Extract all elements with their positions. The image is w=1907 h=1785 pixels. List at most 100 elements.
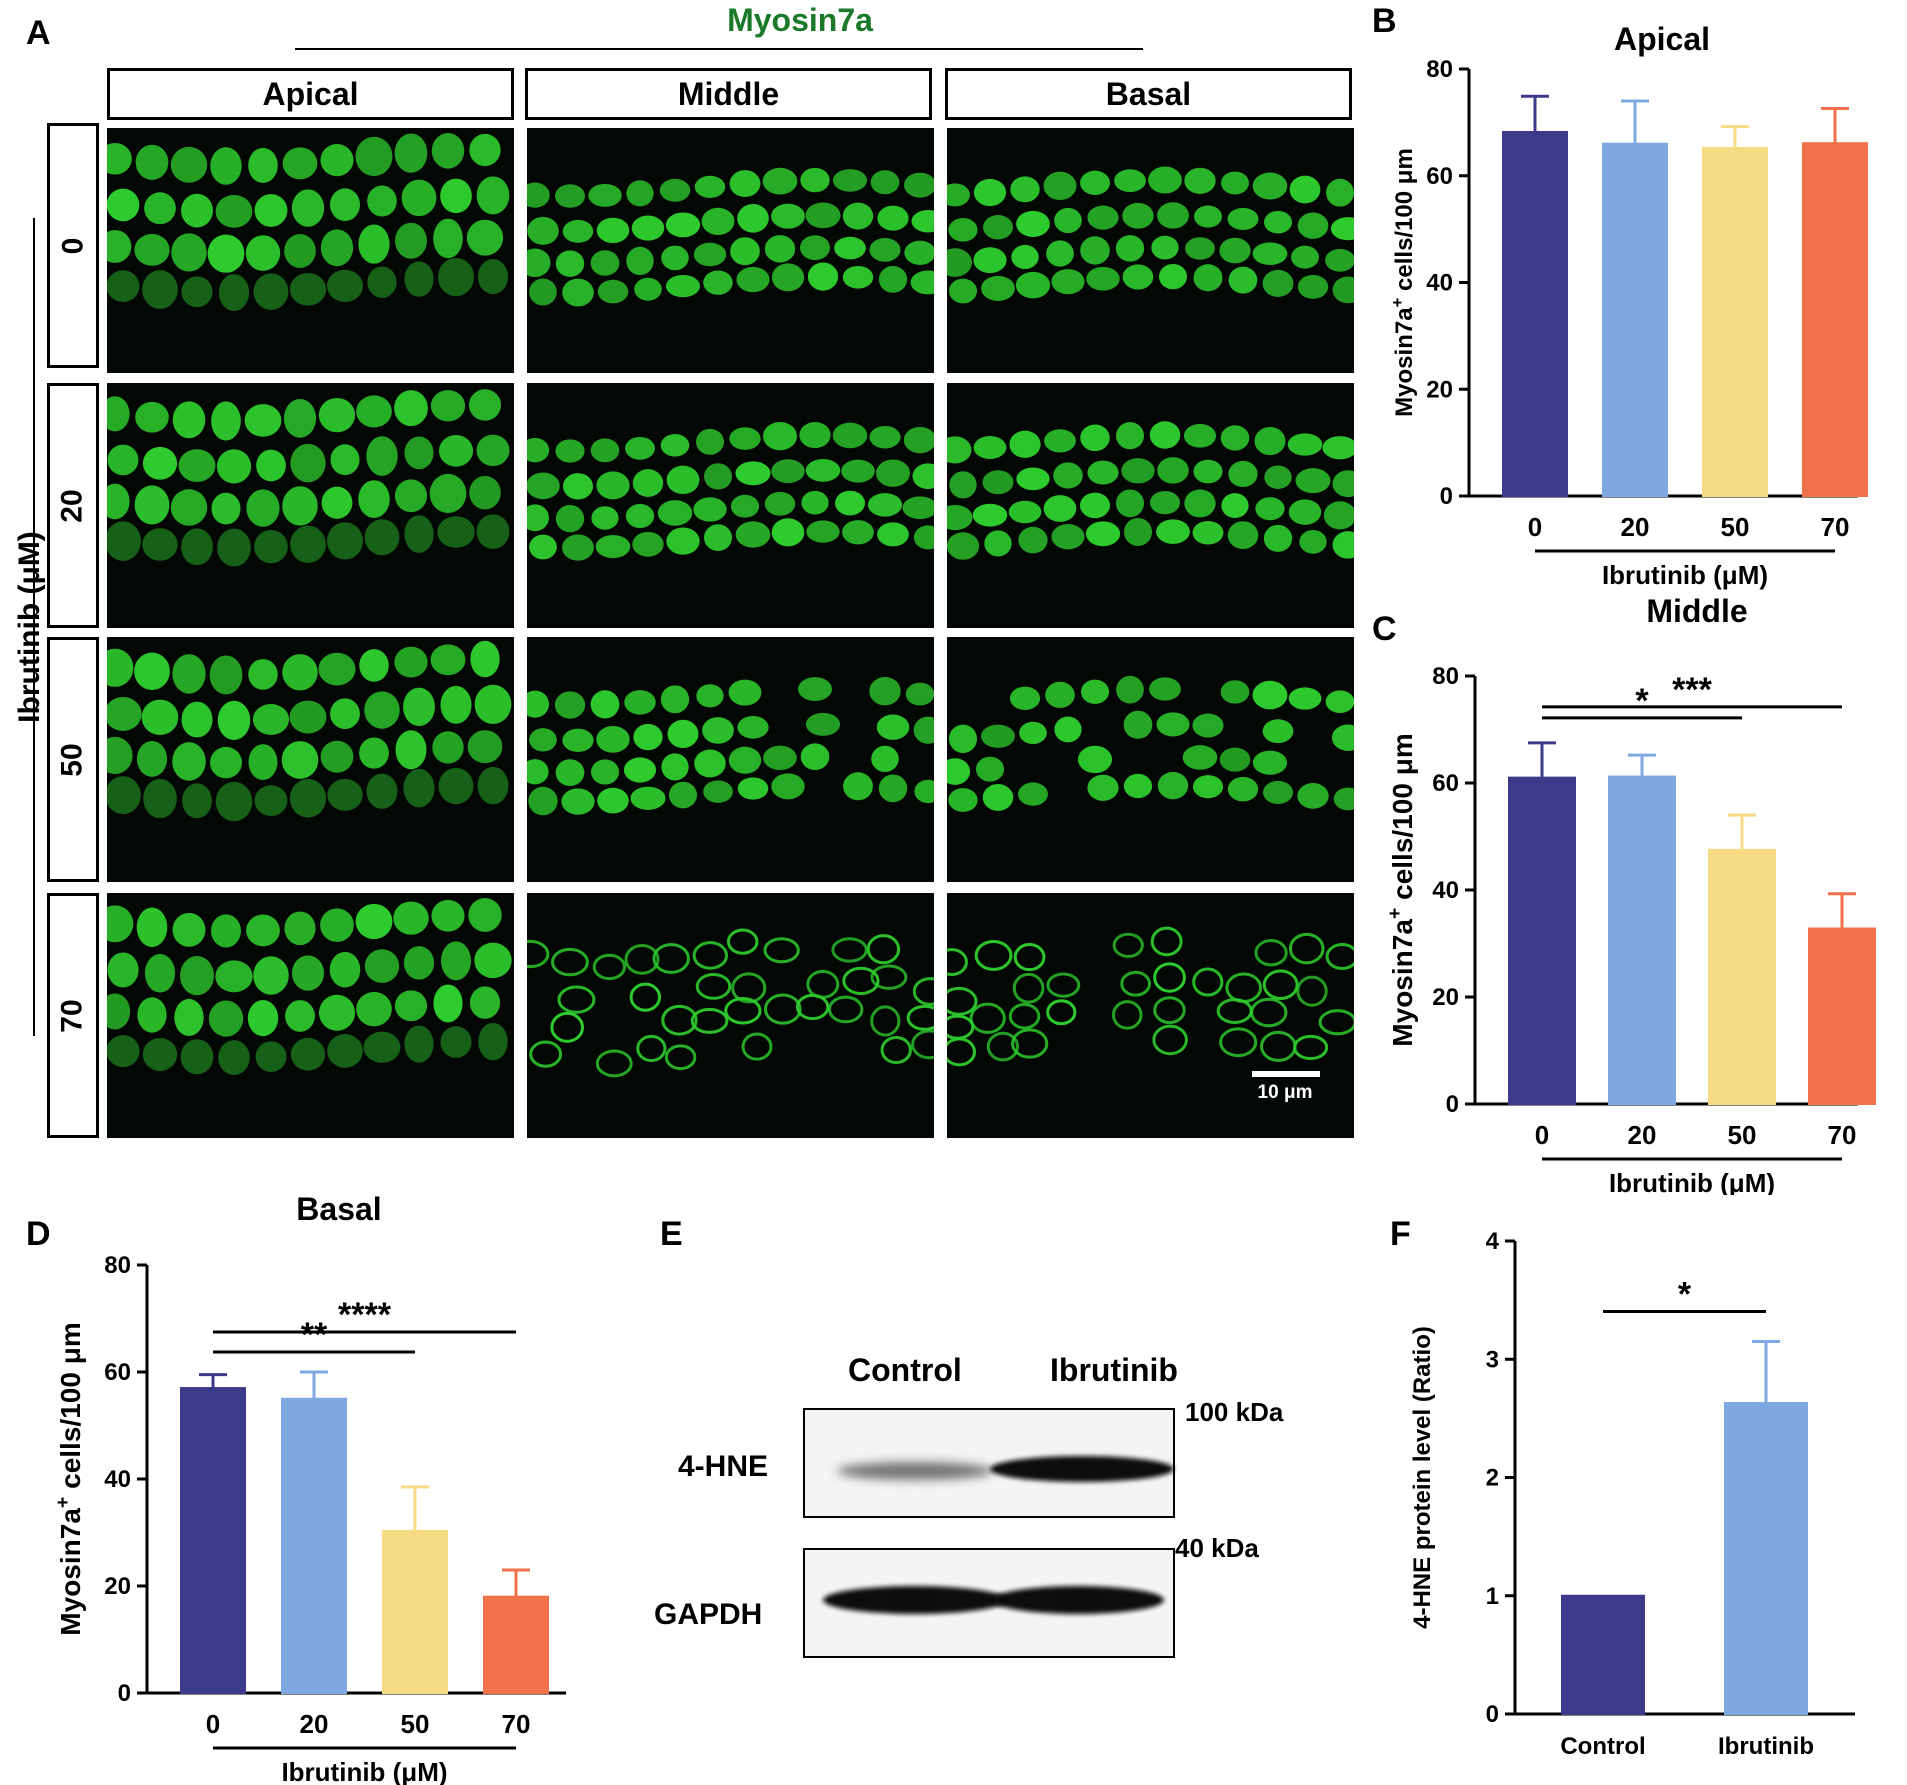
x-tick-label: 20 [1628, 1120, 1657, 1150]
y-tick-label: 20 [1426, 376, 1453, 403]
y-tick-label: 0 [1440, 483, 1453, 510]
micrograph-middle-dose-50 [527, 637, 934, 882]
micrograph-basal-dose-20 [947, 383, 1354, 628]
y-axis-label: Myosin7a+ cells/100 μm [52, 1322, 86, 1635]
x-tick-label: 50 [1721, 512, 1750, 542]
band-gapdh-control [823, 1586, 1007, 1614]
region-header-apical: Apical [107, 68, 514, 120]
x-tick-label: 0 [206, 1709, 220, 1739]
dose-box-70: 70 [47, 893, 99, 1138]
x-axis-label: Ibrutinib (μM) [1609, 1168, 1775, 1195]
panel-d-letter: D [26, 1215, 51, 1253]
bar-50 [1708, 848, 1776, 1105]
bar-70 [483, 1595, 549, 1695]
y-tick-label: 40 [1426, 270, 1453, 297]
micrograph-middle-dose-20 [527, 383, 934, 628]
region-header-basal: Basal [945, 68, 1352, 120]
lane-label-ibrutinib: Ibrutinib [1050, 1352, 1178, 1388]
scale-bar [1252, 1071, 1320, 1077]
bar-20 [1608, 775, 1676, 1106]
chart-apical: Apical 0 20 40 60 80 Myosin7a+ cells/100 μm 0 20… [1388, 21, 1868, 590]
micrograph-middle-dose-70 [527, 893, 934, 1138]
panel-e-letter: E [660, 1215, 683, 1253]
stain-title: Myosin7a [727, 2, 873, 38]
band-4hne-ibrutinib [990, 1456, 1174, 1482]
band-label-4hne: 4-HNE [678, 1450, 769, 1483]
chart-basal: Basal 0 20 40 60 80 Myosin7a+ cells/100 μm 0 20 5… [52, 1191, 566, 1785]
micrograph-apical-dose-0 [107, 128, 514, 373]
y-tick-label: 60 [1432, 770, 1459, 797]
band-label-gapdh: GAPDH [654, 1598, 763, 1631]
significance-label: **** [338, 1296, 392, 1334]
significance-label: * [1635, 682, 1649, 720]
y-tick-label: 60 [104, 1359, 131, 1386]
micrograph-basal-dose-70 [947, 893, 1354, 1138]
dose-axis-label: Ibrutinib (μM) [13, 531, 46, 723]
panel-a-letter: A [26, 14, 51, 52]
micrograph-apical-dose-50 [107, 637, 514, 882]
chart-title: Apical [1614, 21, 1710, 57]
bar-70 [1808, 927, 1876, 1105]
x-tick-label: 70 [1821, 512, 1850, 542]
bar-ibrutinib [1724, 1402, 1808, 1715]
bar-0 [1508, 776, 1576, 1105]
y-tick-label: 80 [1432, 663, 1459, 690]
western-blot [803, 1408, 1175, 1658]
y-tick-label: 40 [1432, 877, 1459, 904]
chart-4hne-quant: 0 1 2 3 4 4-HNE protein level (Ratio) Control I… [1409, 1228, 1855, 1760]
region-header-middle: Middle [525, 68, 932, 120]
scale-bar-label: 10 μm [1257, 1082, 1313, 1103]
y-tick-label: 4 [1486, 1228, 1500, 1255]
band-4hne-control [837, 1462, 993, 1480]
chart-title: Middle [1646, 595, 1747, 629]
x-tick-label: Control [1560, 1733, 1645, 1760]
significance-label: * [1678, 1276, 1692, 1314]
bar-20 [281, 1397, 347, 1694]
y-tick-label: 2 [1486, 1465, 1499, 1492]
y-tick-label: 20 [1432, 984, 1459, 1011]
chart-middle: Middle 0 20 40 60 80 Myosin7a+ cells/100 μm 0 20… [1384, 595, 1876, 1195]
y-tick-label: 20 [104, 1573, 131, 1600]
marker-100kda: 100 kDa [1185, 1397, 1284, 1427]
significance-label: *** [1672, 671, 1712, 709]
y-tick-label: 0 [1446, 1091, 1459, 1118]
micrograph-apical-dose-70 [107, 893, 514, 1138]
y-tick-label: 60 [1426, 163, 1453, 190]
dose-box-50: 50 [47, 637, 99, 882]
y-axis-label: Myosin7a+ cells/100 μm [1384, 733, 1418, 1046]
panel-f-letter: F [1390, 1215, 1411, 1253]
bar-50 [382, 1529, 448, 1694]
bar-50 [1702, 146, 1768, 497]
y-tick-label: 40 [104, 1466, 131, 1493]
x-tick-label: Ibrutinib [1718, 1733, 1814, 1760]
x-tick-label: 70 [502, 1709, 531, 1739]
bar-0 [180, 1387, 246, 1695]
micrograph-middle-dose-0 [527, 128, 934, 373]
dose-axis-line [33, 218, 35, 1036]
x-tick-label: 20 [300, 1709, 329, 1739]
x-axis-label: Ibrutinib (μM) [281, 1757, 447, 1785]
bar-20 [1602, 142, 1668, 497]
x-tick-label: 50 [1728, 1120, 1757, 1150]
micrograph-apical-dose-20 [107, 383, 514, 628]
y-tick-label: 80 [104, 1252, 131, 1279]
y-tick-label: 1 [1486, 1583, 1499, 1610]
bar-0 [1502, 130, 1568, 497]
y-axis-label: Myosin7a+ cells/100 μm [1388, 148, 1419, 417]
x-tick-label: 70 [1828, 1120, 1857, 1150]
bar-control [1561, 1594, 1645, 1715]
band-gapdh-ibrutinib [992, 1586, 1164, 1614]
chart-title: Basal [296, 1191, 381, 1227]
significance-label: ** [301, 1316, 328, 1354]
y-tick-label: 3 [1486, 1346, 1499, 1373]
x-tick-label: 0 [1535, 1120, 1549, 1150]
stain-title-underline [295, 48, 1143, 50]
lane-label-control: Control [848, 1352, 962, 1388]
panel-c-letter: C [1372, 610, 1397, 648]
x-tick-label: 50 [401, 1709, 430, 1739]
y-axis-label: 4-HNE protein level (Ratio) [1409, 1326, 1436, 1629]
x-tick-label: 0 [1528, 512, 1542, 542]
micrograph-basal-dose-50 [947, 637, 1354, 882]
micrograph-basal-dose-0 [947, 128, 1354, 373]
dose-box-0: 0 [47, 123, 99, 368]
